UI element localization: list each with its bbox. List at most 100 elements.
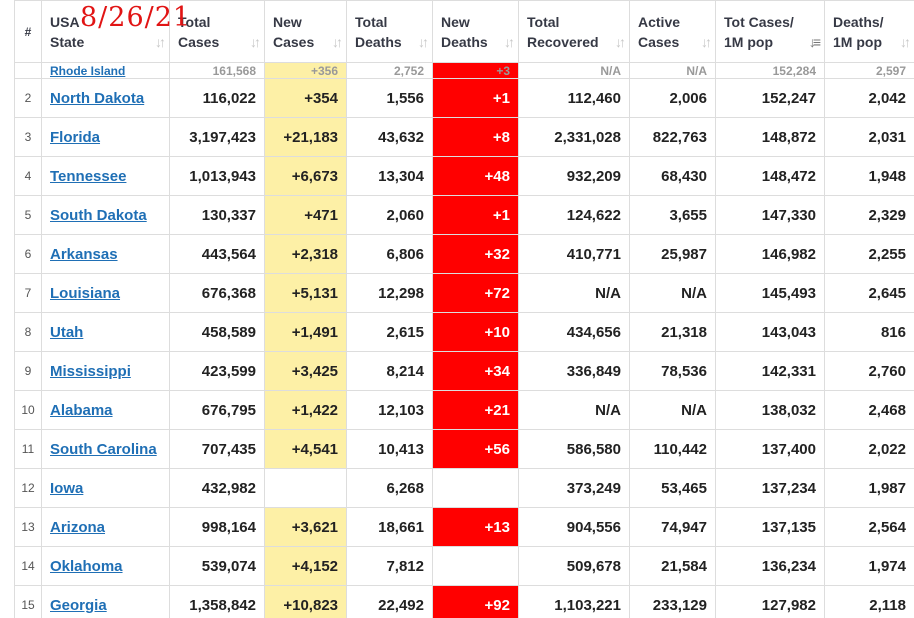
active-cases-cell: 110,442 xyxy=(629,429,716,469)
total-deaths-cell: 1,556 xyxy=(346,78,433,118)
table-row: 6 Arkansas 443,564 +2,318 6,806 +32 410,771 25,… xyxy=(14,234,914,274)
state-cell: South Carolina xyxy=(41,429,170,469)
total-deaths-cell: 8,214 xyxy=(346,351,433,391)
state-cell: Arkansas xyxy=(41,234,170,274)
header-total-deaths[interactable]: Total Deaths ↓↑ xyxy=(346,0,433,63)
state-link[interactable]: Georgia xyxy=(50,596,107,614)
new-deaths-cell: +92 xyxy=(432,585,519,618)
state-link[interactable]: Tennessee xyxy=(50,167,127,185)
state-link[interactable]: Utah xyxy=(50,323,84,341)
deaths-per-1m-cell: 2,022 xyxy=(824,429,914,469)
state-link[interactable]: Alabama xyxy=(50,401,113,419)
total-recovered-cell: 434,656 xyxy=(518,312,630,352)
header-deaths-per-1m[interactable]: Deaths/1M pop ↓↑ xyxy=(824,0,914,63)
state-link[interactable]: South Dakota xyxy=(50,206,147,224)
rank-cell: 6 xyxy=(14,234,42,274)
state-link[interactable]: North Dakota xyxy=(50,89,145,107)
state-link[interactable]: Arkansas xyxy=(50,245,118,263)
deaths-per-1m-cell: 2,031 xyxy=(824,117,914,157)
sort-arrows-icon[interactable]: ↓↑ xyxy=(504,34,515,50)
rank-cell: 11 xyxy=(14,429,42,469)
deaths-per-1m-cell: 2,255 xyxy=(824,234,914,274)
sort-descending-icon[interactable]: ↓≡ xyxy=(808,34,821,50)
deaths-per-1m-cell: 2,118 xyxy=(824,585,914,618)
total-deaths-cell: 2,752 xyxy=(346,62,433,79)
total-deaths-cell: 22,492 xyxy=(346,585,433,618)
header-new-deaths-line2: Deaths xyxy=(441,33,488,50)
state-link[interactable]: South Carolina xyxy=(50,440,157,458)
new-deaths-cell xyxy=(432,468,519,508)
new-deaths-cell: +21 xyxy=(432,390,519,430)
new-cases-cell: +5,131 xyxy=(264,273,347,313)
header-deaths-per-1m-line1: Deaths/ xyxy=(833,13,884,30)
table-row: 4 Tennessee 1,013,943 +6,673 13,304 +48 932,20… xyxy=(14,156,914,196)
state-link[interactable]: Mississippi xyxy=(50,362,131,380)
new-cases-cell: +4,152 xyxy=(264,546,347,586)
header-new-deaths[interactable]: New Deaths ↓↑ xyxy=(432,0,519,63)
state-link[interactable]: Iowa xyxy=(50,479,84,497)
header-total-cases[interactable]: Total Cases ↓↑ xyxy=(169,0,265,63)
deaths-per-1m-cell: 2,329 xyxy=(824,195,914,235)
header-total-recovered[interactable]: Total Recovered ↓↑ xyxy=(518,0,630,63)
tot-cases-per-1m-cell: 147,330 xyxy=(715,195,825,235)
state-cell: Alabama xyxy=(41,390,170,430)
deaths-per-1m-cell: 2,564 xyxy=(824,507,914,547)
state-cell: North Dakota xyxy=(41,78,170,118)
header-state[interactable]: USA State ↓↑ xyxy=(41,0,170,63)
table-row: 13 Arizona 998,164 +3,621 18,661 +13 904,556 74… xyxy=(14,507,914,547)
state-link[interactable]: Arizona xyxy=(50,518,106,536)
sort-arrows-icon[interactable]: ↓↑ xyxy=(332,34,343,50)
header-active-cases-line1: Active xyxy=(638,13,681,30)
state-link[interactable]: Oklahoma xyxy=(50,557,123,575)
total-deaths-cell: 6,268 xyxy=(346,468,433,508)
rank-cell: 2 xyxy=(14,78,42,118)
sort-arrows-icon[interactable]: ↓↑ xyxy=(155,34,166,50)
total-cases-cell: 998,164 xyxy=(169,507,265,547)
deaths-per-1m-cell: 1,987 xyxy=(824,468,914,508)
total-recovered-cell: 124,622 xyxy=(518,195,630,235)
sort-arrows-icon[interactable]: ↓↑ xyxy=(615,34,626,50)
state-link[interactable]: Florida xyxy=(50,128,101,146)
active-cases-cell: N/A xyxy=(629,62,716,79)
total-deaths-cell: 10,413 xyxy=(346,429,433,469)
header-rank[interactable]: # xyxy=(14,0,42,63)
header-new-cases-line1: New xyxy=(273,13,302,30)
table-row: 3 Florida 3,197,423 +21,183 43,632 +8 2,331,02… xyxy=(14,117,914,157)
new-deaths-cell: +32 xyxy=(432,234,519,274)
active-cases-cell: 25,987 xyxy=(629,234,716,274)
header-tot-cases-per-1m[interactable]: Tot Cases/1M pop ↓≡ xyxy=(715,0,825,63)
total-cases-cell: 161,568 xyxy=(169,62,265,79)
sort-arrows-icon[interactable]: ↓↑ xyxy=(701,34,712,50)
state-cell: Oklahoma xyxy=(41,546,170,586)
state-link[interactable]: Rhode Island xyxy=(50,63,126,78)
state-cell: South Dakota xyxy=(41,195,170,235)
active-cases-cell: N/A xyxy=(629,273,716,313)
rank-cell: 5 xyxy=(14,195,42,235)
new-cases-cell: +10,823 xyxy=(264,585,347,618)
deaths-per-1m-cell: 2,468 xyxy=(824,390,914,430)
sort-arrows-icon[interactable]: ↓↑ xyxy=(250,34,261,50)
sort-arrows-icon[interactable]: ↓↑ xyxy=(900,34,911,50)
header-active-cases[interactable]: Active Cases ↓↑ xyxy=(629,0,716,63)
new-cases-cell: +21,183 xyxy=(264,117,347,157)
total-recovered-cell: 1,103,221 xyxy=(518,585,630,618)
new-deaths-cell: +13 xyxy=(432,507,519,547)
tot-cases-per-1m-cell: 152,247 xyxy=(715,78,825,118)
total-cases-cell: 458,589 xyxy=(169,312,265,352)
total-cases-cell: 676,368 xyxy=(169,273,265,313)
new-cases-cell: +3,621 xyxy=(264,507,347,547)
active-cases-cell: 233,129 xyxy=(629,585,716,618)
sort-arrows-icon[interactable]: ↓↑ xyxy=(418,34,429,50)
tot-cases-per-1m-cell: 137,400 xyxy=(715,429,825,469)
state-cell: Rhode Island xyxy=(41,62,170,79)
header-new-cases[interactable]: New Cases ↓↑ xyxy=(264,0,347,63)
state-link[interactable]: Louisiana xyxy=(50,284,121,302)
header-deaths-per-1m-line2: 1M pop xyxy=(833,33,882,50)
new-deaths-cell: +48 xyxy=(432,156,519,196)
new-deaths-cell xyxy=(432,546,519,586)
table-row-partial: Rhode Island 161,568 +356 2,752 +3 N/A N… xyxy=(14,62,914,79)
total-cases-cell: 432,982 xyxy=(169,468,265,508)
rank-cell: 3 xyxy=(14,117,42,157)
state-cell: Mississippi xyxy=(41,351,170,391)
